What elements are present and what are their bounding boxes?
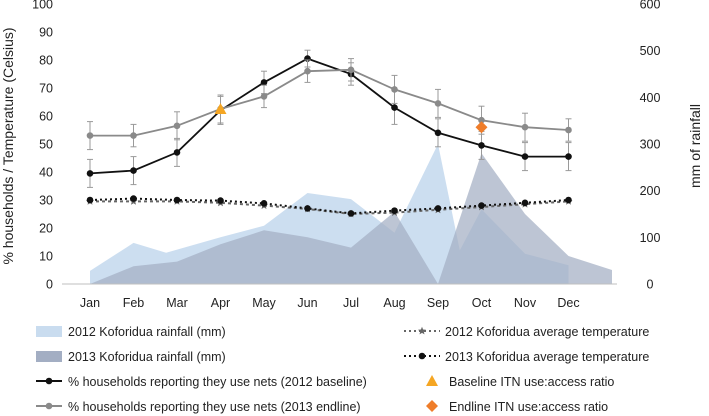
right-axis-title: mm of rainfall — [687, 104, 703, 188]
left-axis-tick-label: 60 — [39, 110, 53, 124]
left-axis-tick-label: 80 — [39, 54, 53, 68]
x-axis-tick-label: Sep — [427, 296, 449, 310]
series-point — [478, 116, 485, 124]
rainfall-area-group-2 — [90, 153, 612, 284]
legend-label: Endline ITN use:access ratio — [449, 400, 608, 414]
series-line — [90, 68, 569, 137]
itn-ratio-marker — [214, 103, 227, 114]
series-point — [521, 153, 529, 160]
x-axis-tick-label: Dec — [557, 296, 579, 310]
left-axis-tick-label: 40 — [39, 166, 53, 180]
legend-swatch-marker — [426, 400, 438, 412]
series-point — [260, 93, 268, 100]
left-axis-tick-label: 90 — [39, 26, 53, 40]
series-point — [565, 126, 572, 134]
series-point — [173, 196, 181, 204]
series-point — [434, 129, 442, 137]
series-point — [521, 199, 529, 207]
right-axis-tick-label: 100 — [640, 231, 661, 245]
legend-swatch-marker — [418, 352, 426, 360]
series-point — [565, 153, 572, 160]
series-point — [304, 67, 311, 75]
right-axis-tick-label: 200 — [640, 184, 661, 198]
left-axis-tick-label: 10 — [39, 250, 53, 264]
series-point — [130, 132, 137, 139]
series-group-2 — [86, 195, 572, 217]
series-point — [521, 123, 529, 131]
right-axis-tick-label: 400 — [640, 91, 661, 105]
left-axis-tick-label: 20 — [39, 222, 53, 236]
series-point — [434, 100, 442, 107]
rainfall-area-2 — [90, 153, 612, 284]
series-point — [565, 196, 572, 204]
series-point — [130, 195, 137, 202]
legend-label: 2012 Koforidua rainfall (mm) — [68, 325, 226, 339]
left-axis-tick-label: 70 — [39, 82, 53, 96]
left-axis-tick-label: 0 — [46, 278, 53, 292]
series-point — [478, 142, 485, 149]
x-axis-tick-label: Oct — [472, 296, 492, 310]
series-point — [260, 200, 268, 207]
itn-ratio-marker — [475, 121, 488, 134]
legend-label: 2013 Koforidua average temperature — [445, 350, 649, 364]
legend-swatch — [36, 351, 62, 362]
right-axis-tick-label: 600 — [640, 0, 661, 12]
x-axis-tick-label: Apr — [211, 296, 230, 310]
legend-label: 2013 Koforidua rainfall (mm) — [68, 350, 226, 364]
series-point — [391, 86, 398, 93]
legend-swatch-marker — [45, 377, 53, 385]
legend-swatch-marker — [426, 375, 438, 386]
x-axis-tick-label: Feb — [123, 296, 145, 310]
left-axis-title: % households / Temperature (Celsius) — [0, 27, 16, 264]
series-group-4 — [86, 58, 572, 151]
right-axis-tick-label: 0 — [647, 278, 654, 292]
legend: 2012 Koforidua rainfall (mm) 2013 Koforid… — [36, 325, 649, 414]
series-point — [434, 205, 442, 212]
left-axis-tick-label: 50 — [39, 138, 53, 152]
left-axis-tick-label: 100 — [32, 0, 53, 12]
x-axis-tick-label: Aug — [383, 296, 405, 310]
legend-swatch-marker — [418, 326, 426, 335]
series-point — [391, 104, 398, 111]
series-point — [130, 167, 137, 174]
series-point — [86, 170, 94, 177]
x-axis-tick-label: Nov — [514, 296, 537, 310]
series-point — [173, 122, 181, 130]
series-point — [86, 132, 94, 139]
series-point — [478, 202, 485, 209]
legend-swatch-marker — [45, 402, 53, 410]
series-point — [347, 210, 355, 217]
series-point — [173, 149, 181, 156]
legend-swatch — [36, 326, 62, 337]
series-point — [217, 197, 224, 204]
series-line — [90, 200, 569, 216]
x-axis-tick-label: Jun — [297, 296, 317, 310]
series-point — [347, 66, 355, 74]
x-axis-tick-label: Mar — [166, 296, 188, 310]
series-line — [89, 57, 569, 175]
x-axis-tick-label: Jul — [343, 296, 359, 310]
legend-label: Baseline ITN use:access ratio — [449, 375, 614, 389]
series-point — [304, 205, 311, 212]
legend-label: 2012 Koforidua average temperature — [445, 325, 649, 339]
legend-label: % households reporting they use nets (20… — [68, 375, 367, 389]
legend-label: % households reporting they use nets (20… — [68, 400, 361, 414]
series-point — [391, 207, 398, 214]
series-point — [86, 196, 94, 204]
x-axis-tick-label: May — [252, 296, 276, 310]
series-point — [260, 79, 268, 86]
x-axis-tick-label: Jan — [80, 296, 100, 310]
left-axis-tick-label: 30 — [39, 194, 53, 208]
right-axis-tick-label: 300 — [640, 138, 661, 152]
right-axis-tick-label: 500 — [640, 44, 661, 58]
